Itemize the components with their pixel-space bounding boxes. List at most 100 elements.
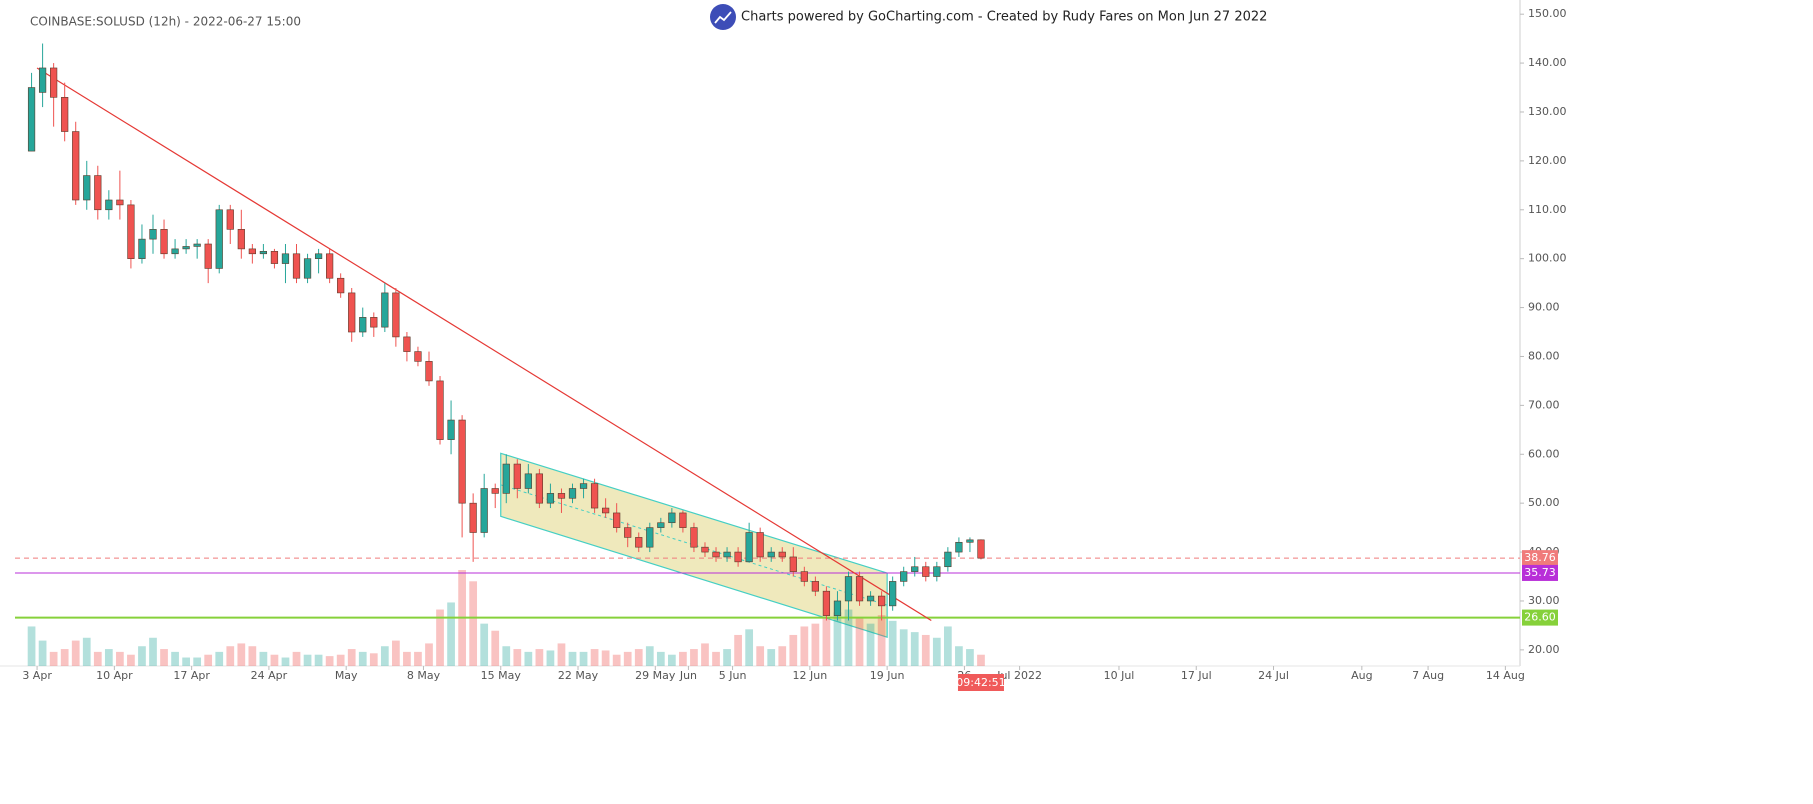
volume-bar xyxy=(469,581,478,666)
candle-body xyxy=(138,238,146,259)
volume-bar xyxy=(557,643,566,666)
volume-bar xyxy=(966,649,974,666)
volume-bar xyxy=(877,615,886,666)
volume-bar xyxy=(93,651,102,666)
volume-bar xyxy=(955,646,963,666)
candle-body xyxy=(491,488,499,494)
volume-bar xyxy=(237,643,246,666)
volume-bar xyxy=(182,657,190,666)
volume-bar xyxy=(193,657,202,666)
candle-body xyxy=(613,512,621,528)
volume-bar xyxy=(425,643,433,666)
price-line-label: 38.76 xyxy=(1524,551,1556,564)
y-tick-label: 130.00 xyxy=(1528,105,1567,118)
candle-body xyxy=(127,204,135,259)
volume-bar xyxy=(292,651,301,666)
candle-body xyxy=(911,566,919,572)
volume-bar xyxy=(623,651,632,666)
x-tick-label: 10 Apr xyxy=(96,669,133,682)
x-tick-label: 7 Aug xyxy=(1412,669,1444,682)
volume-bar xyxy=(49,651,58,666)
volume-bar xyxy=(767,649,776,666)
candle-body xyxy=(61,97,69,132)
volume-bar xyxy=(822,618,831,666)
volume-bar xyxy=(369,653,378,666)
volume-bar xyxy=(403,651,411,666)
chart-title: COINBASE:SOLUSD (12h) - 2022-06-27 15:00 xyxy=(30,15,301,29)
x-tick-label: 17 Jul xyxy=(1181,669,1212,682)
logo-circle xyxy=(710,4,736,30)
candle-body xyxy=(237,229,245,250)
volume-bar xyxy=(690,649,698,666)
candle-body xyxy=(326,253,334,279)
candle-body xyxy=(546,493,555,504)
volume-bar xyxy=(601,650,610,666)
candle-body xyxy=(204,243,212,269)
candle-body xyxy=(513,463,521,489)
volume-bar xyxy=(104,649,113,666)
candle-body xyxy=(149,229,157,240)
x-tick-label: May xyxy=(335,669,358,682)
candle-body xyxy=(337,277,345,294)
candle-body xyxy=(27,87,36,152)
volume-bar xyxy=(579,651,588,666)
candle-body xyxy=(712,551,720,558)
candle-body xyxy=(248,248,256,255)
candle-body xyxy=(767,551,775,558)
candle-body xyxy=(602,507,610,514)
candle-body xyxy=(889,581,897,607)
y-tick-label: 70.00 xyxy=(1528,398,1560,411)
y-tick-label: 80.00 xyxy=(1528,349,1560,362)
candle-body xyxy=(226,209,234,230)
candle-body xyxy=(370,317,378,328)
candle-body xyxy=(480,488,488,533)
candle-body xyxy=(855,576,864,602)
candle-body xyxy=(590,483,599,509)
volume-bar xyxy=(910,632,919,666)
candle-body xyxy=(900,571,908,582)
candle-body xyxy=(436,380,444,440)
candle-body xyxy=(72,131,80,201)
y-tick-label: 150.00 xyxy=(1528,7,1567,20)
candle-body xyxy=(458,419,466,504)
volume-bar xyxy=(811,623,820,666)
header-credit: Charts powered by GoCharting.com - Creat… xyxy=(741,10,1267,25)
x-tick-label: 8 May xyxy=(407,669,441,682)
x-tick-label: 24 Jul xyxy=(1258,669,1289,682)
volume-bar xyxy=(127,654,135,666)
volume-bar xyxy=(844,609,853,666)
volume-bar xyxy=(778,646,787,666)
volume-bar xyxy=(303,654,312,666)
logo-icon xyxy=(714,11,732,24)
candle-body xyxy=(778,551,786,558)
volume-bar xyxy=(645,646,654,666)
y-tick-label: 30.00 xyxy=(1528,594,1560,607)
candle-body xyxy=(579,483,588,489)
volume-bar xyxy=(480,623,489,666)
candle-body xyxy=(524,473,532,489)
trendline xyxy=(36,67,932,622)
candle-body xyxy=(270,251,279,264)
volume-bar xyxy=(447,602,455,666)
x-tick-label: 10 Jul xyxy=(1104,669,1135,682)
volume-bar xyxy=(38,640,47,666)
candle-body xyxy=(679,512,687,528)
candle-body xyxy=(955,541,963,553)
volume-bar xyxy=(436,609,444,666)
volume-bar xyxy=(977,654,985,666)
volume-bar xyxy=(116,651,124,666)
price-line-label: 35.73 xyxy=(1524,566,1556,579)
countdown-tag xyxy=(957,674,1004,691)
candle-body xyxy=(922,566,930,577)
volume-bar xyxy=(138,646,146,666)
volume-bar xyxy=(380,646,389,666)
candle-body xyxy=(359,317,367,333)
y-tick-label: 60.00 xyxy=(1528,447,1560,460)
candle-body xyxy=(381,292,389,328)
candle-body xyxy=(314,253,323,259)
candle-body xyxy=(414,351,422,362)
candle-body xyxy=(392,292,400,338)
volume-bar xyxy=(888,620,897,666)
candle-body xyxy=(723,551,731,558)
volume-bar xyxy=(634,649,643,666)
